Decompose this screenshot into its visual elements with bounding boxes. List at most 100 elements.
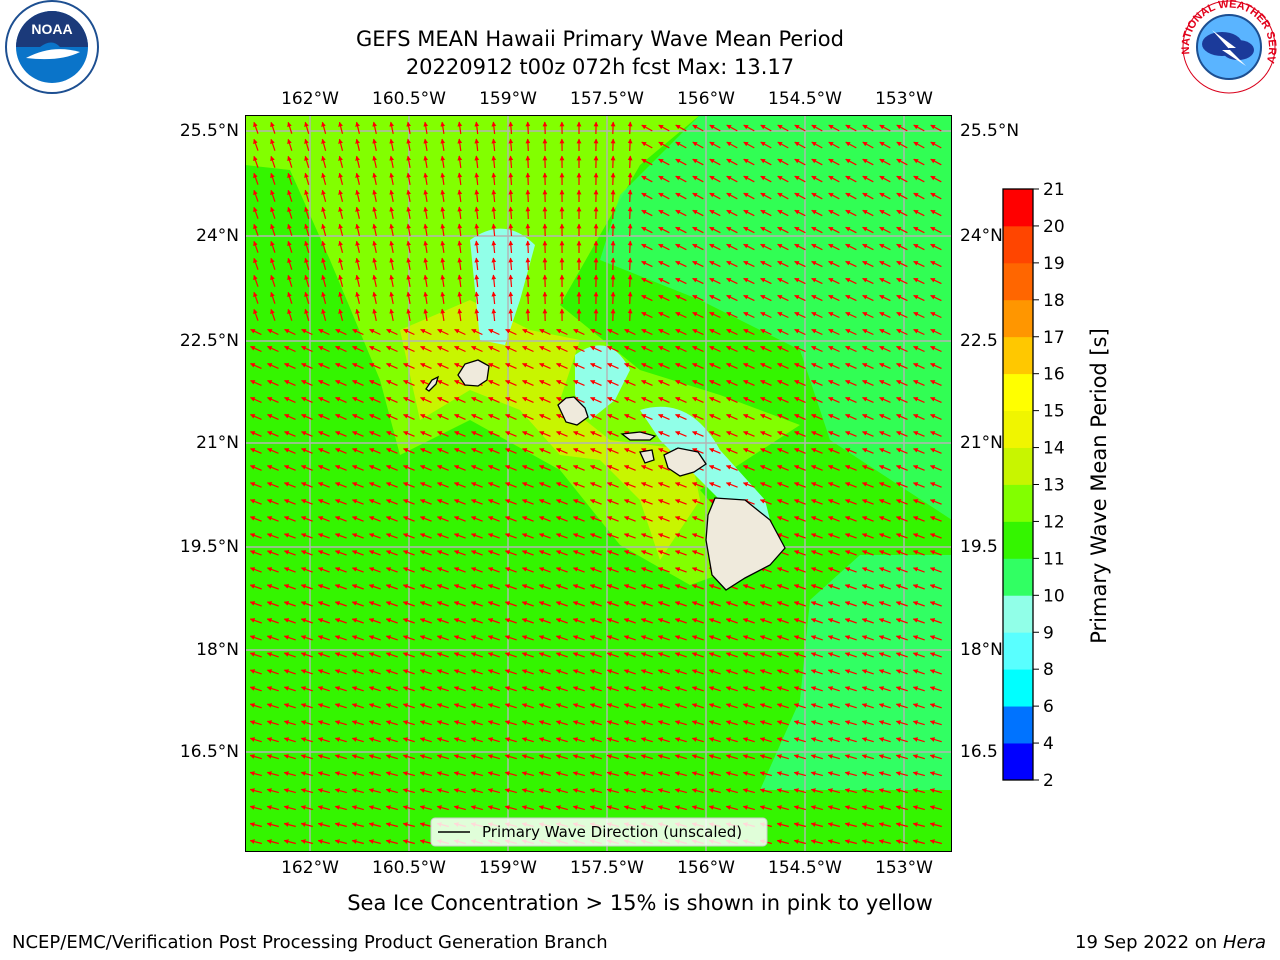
wave-arrow (794, 345, 806, 353)
wave-arrow (794, 414, 806, 420)
wave-arrow (862, 363, 874, 369)
wave-arrow (777, 192, 789, 200)
wave-arrow (423, 121, 429, 135)
wave-arrow (930, 226, 942, 234)
wave-arrow (474, 308, 480, 322)
wave-arrow (253, 121, 259, 134)
wave-arrow (879, 363, 891, 369)
wave-arrow (692, 158, 704, 166)
wave-arrow (440, 155, 446, 168)
wave-arrow (301, 345, 313, 353)
wave-arrow (474, 206, 480, 220)
lat-label-left: 18°N (196, 640, 239, 660)
wave-arrow (658, 209, 670, 217)
wave-arrow (437, 397, 449, 403)
wave-arrow (777, 260, 789, 268)
wave-arrow (692, 294, 704, 302)
wave-arrow (318, 345, 330, 353)
wave-arrow (811, 397, 823, 403)
wave-arrow (304, 155, 310, 168)
wave-arrow (491, 206, 497, 220)
wave-arrow (355, 257, 360, 270)
wave-arrow (845, 380, 857, 386)
wave-arrow (406, 121, 412, 135)
wave-arrow (389, 257, 395, 271)
wave-arrow (794, 260, 806, 268)
wave-arrow (590, 363, 602, 369)
lon-label-top: 153°W (875, 89, 933, 109)
wave-arrow (658, 414, 670, 420)
wave-arrow (675, 277, 687, 285)
wave-arrow (355, 291, 360, 304)
wave-arrow (760, 397, 772, 403)
wave-arrow (862, 397, 874, 403)
wave-arrow (913, 209, 925, 217)
lat-label-left: 24°N (196, 226, 239, 246)
wave-arrow (406, 240, 412, 254)
nws-logo: NATIONAL WEATHER SERVICE (0, 0, 1278, 94)
wave-arrow (811, 277, 823, 285)
wave-arrow (525, 240, 531, 254)
wave-arrow (338, 291, 344, 304)
wave-arrow (845, 328, 857, 336)
wave-arrow (287, 206, 293, 219)
wave-arrow (338, 121, 344, 134)
wave-arrow (386, 328, 398, 336)
wave-arrow (726, 141, 738, 149)
wave-arrow (692, 243, 704, 251)
wave-arrow (862, 345, 874, 353)
wave-arrow (845, 414, 857, 420)
wave-arrow (658, 277, 670, 285)
wave-arrow (440, 308, 446, 321)
wave-arrow (828, 397, 840, 403)
wave-arrow (709, 175, 721, 183)
wave-arrow (828, 277, 840, 285)
map-frame (245, 115, 952, 852)
wave-arrow (760, 294, 772, 302)
wave-arrow (301, 397, 313, 403)
wave-arrow (437, 363, 449, 369)
wave-arrow (828, 243, 840, 251)
wave-arrow (709, 311, 721, 319)
wave-arrow (862, 380, 874, 386)
wave-arrow (726, 226, 738, 234)
lon-label-bottom: 160.5°W (372, 858, 446, 878)
period-field-9-10-kauai (470, 228, 535, 345)
wave-arrow (913, 243, 925, 251)
wave-arrow (457, 189, 463, 203)
graticule (245, 115, 952, 852)
wave-arrow (338, 308, 344, 321)
wave-arrow (743, 363, 755, 369)
wave-arrow (525, 189, 531, 203)
wave-arrow (539, 328, 551, 336)
wave-arrow (624, 345, 636, 353)
wave-arrow (420, 328, 432, 336)
wave-arrow (828, 226, 840, 234)
wave-arrow (709, 124, 721, 132)
wave-arrow (607, 345, 619, 353)
wave-arrow (474, 189, 480, 203)
wave-arrow (726, 397, 738, 403)
wave-arrow (862, 141, 874, 149)
wave-arrow (590, 328, 602, 336)
wave-arrow (675, 124, 687, 132)
colorbar-tick-label: 10 (1043, 586, 1065, 606)
wave-arrow (913, 380, 925, 386)
wave-arrow (913, 345, 925, 353)
wave-arrow (491, 308, 497, 322)
wave-arrow (726, 414, 738, 420)
colorbar-tick-label: 14 (1043, 439, 1065, 459)
wave-arrow (267, 431, 279, 437)
wave-arrow (641, 363, 653, 369)
wave-arrow (372, 121, 377, 135)
wave-arrow (760, 380, 772, 386)
wave-arrow (896, 124, 908, 132)
wave-arrow (777, 226, 789, 234)
wave-arrow (692, 311, 704, 319)
wave-arrow (811, 294, 823, 302)
wave-arrow (845, 226, 857, 234)
wave-arrow (879, 277, 891, 285)
colorbar-swatch (1003, 447, 1033, 485)
wave-arrow (760, 141, 772, 149)
wave-arrow (641, 175, 653, 183)
